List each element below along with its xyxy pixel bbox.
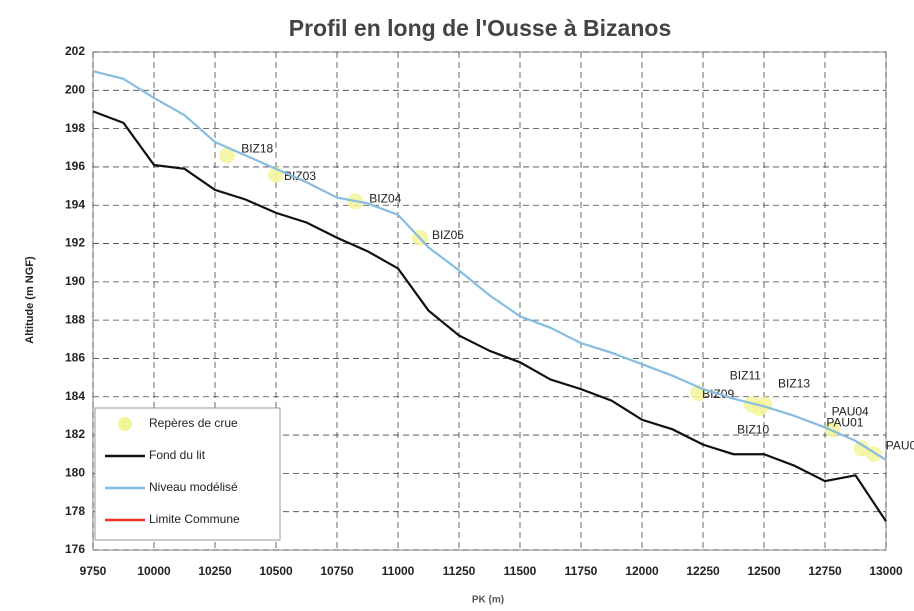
series-line (92, 110, 887, 522)
chart-title: Profil en long de l'Ousse à Bizanos (289, 15, 672, 41)
flood-marker (853, 440, 870, 457)
y-tick-label: 192 (65, 236, 85, 250)
marker-label: BIZ13 (778, 377, 810, 391)
x-tick-label: 13000 (869, 564, 903, 578)
marker-label: PAU04 (832, 405, 869, 419)
marker-label: BIZ05 (432, 228, 464, 242)
x-tick-label: 10250 (198, 564, 232, 578)
flood-marker (219, 147, 236, 164)
legend-label: Repères de crue (149, 416, 238, 430)
marker-label: PAU01 (826, 416, 863, 430)
x-tick-label: 10000 (137, 564, 171, 578)
x-tick-label: 12750 (808, 564, 842, 578)
x-tick-label: 10750 (320, 564, 354, 578)
y-tick-label: 178 (65, 504, 85, 518)
marker-label: PAU02 (886, 438, 914, 452)
x-tick-label: 12000 (625, 564, 659, 578)
legend-label: Niveau modélisé (149, 480, 238, 494)
legend-label: Fond du lit (149, 448, 206, 462)
x-tick-label: 12250 (686, 564, 720, 578)
y-tick-label: 186 (65, 351, 85, 365)
y-tick-label: 188 (65, 312, 85, 326)
y-tick-label: 182 (65, 427, 85, 441)
y-tick-label: 196 (65, 159, 85, 173)
x-tick-label: 11500 (504, 564, 537, 578)
x-tick-label: 10500 (259, 564, 293, 578)
y-tick-label: 200 (65, 82, 85, 96)
series-line (92, 70, 887, 461)
x-tick-label: 11250 (443, 564, 476, 578)
y-tick-label: 190 (65, 274, 85, 288)
marker-label: BIZ10 (737, 422, 769, 436)
plot-area (92, 51, 887, 551)
x-tick-label: 12500 (747, 564, 781, 578)
y-tick-label: 198 (65, 121, 85, 135)
legend-swatch (118, 417, 132, 431)
x-tick-label: 9750 (80, 564, 107, 578)
y-tick-label: 202 (65, 44, 85, 58)
marker-label: BIZ18 (241, 142, 273, 156)
x-tick-label: 11000 (382, 564, 415, 578)
y-tick-label: 194 (65, 197, 85, 211)
marker-label: BIZ04 (369, 192, 401, 206)
y-tick-label: 176 (65, 542, 85, 556)
y-tick-label: 180 (65, 466, 85, 480)
x-axis-label: PK (m) (472, 595, 504, 606)
marker-label: BIZ03 (284, 169, 316, 183)
x-tick-label: 11750 (565, 564, 598, 578)
legend-label: Limite Commune (149, 512, 240, 526)
y-tick-label: 184 (65, 389, 85, 403)
marker-label: BIZ11 (730, 369, 761, 383)
y-axis-label: Altitude (m NGF) (24, 256, 36, 344)
